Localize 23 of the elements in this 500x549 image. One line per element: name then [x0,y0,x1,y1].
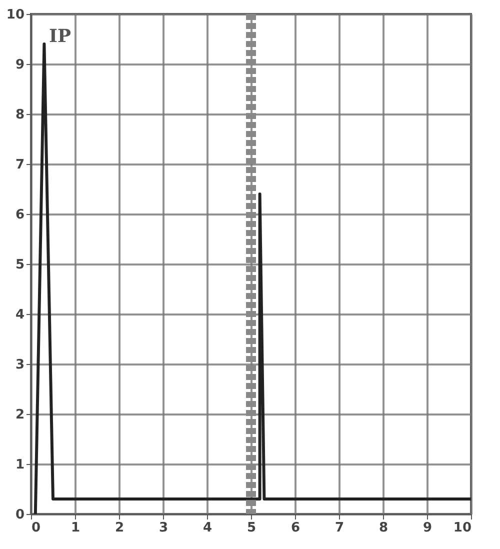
x-tick-label: 10 [453,520,472,536]
x-tick-label: 7 [334,520,344,536]
x-tick-label: 3 [158,520,168,536]
y-tick-label: 7 [15,158,24,172]
y-tick-label: 9 [15,58,24,72]
y-tick-label: 3 [15,358,24,372]
y-tick-label: 8 [15,108,24,122]
y-tick-label: 2 [15,408,24,422]
y-tick-label: 4 [15,308,24,322]
x-tick-label: 2 [114,520,124,536]
x-tick-label: 6 [290,520,300,536]
y-tick-label: 6 [15,208,24,222]
x-tick-label: 9 [422,520,432,536]
y-tick-label: 0 [15,508,24,522]
y-tick-label: 5 [15,258,24,272]
x-tick-label: 4 [202,520,212,536]
x-tick-label: 5 [246,520,256,536]
x-tick-label: 1 [70,520,80,536]
y-tick-label: 1 [15,458,24,472]
x-tick-label: 0 [32,520,41,536]
y-tick-label: 10 [6,8,24,22]
annotation: IP [49,26,72,47]
x-tick-label: 8 [378,520,388,536]
